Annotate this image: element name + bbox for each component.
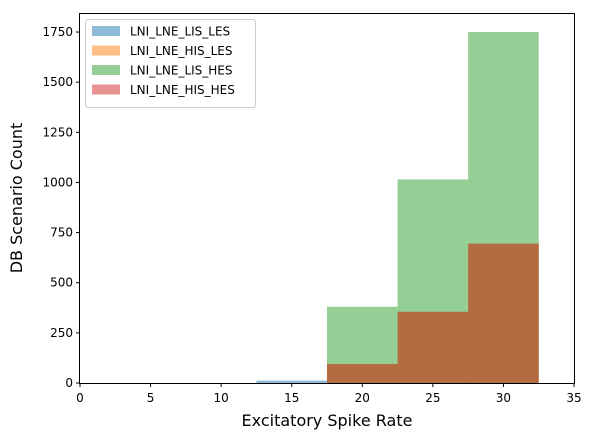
x-tick-label: 20 [355, 391, 370, 405]
x-tick-label: 15 [284, 391, 299, 405]
x-axis-ticks: 0 5 10 15 20 25 30 35 [76, 383, 582, 405]
legend-items: LNI_LNE_LIS_LES LNI_LNE_HIS_LES LNI_LNE_LI… [92, 25, 235, 97]
y-axis-label: DB Scenario Count [7, 123, 26, 274]
y-tick-label: 1250 [42, 125, 73, 139]
y-tick-label: 1500 [42, 75, 73, 89]
bar-LNI_LNE_HIS_HES-bin-2 [397, 311, 469, 383]
bar-LNI_LNE_HIS_HES-bin-1 [327, 363, 398, 383]
legend-swatch-LNI_LNE_HIS_HES [92, 84, 120, 95]
legend-label-LNI_LNE_HIS_LES: LNI_LNE_HIS_LES [130, 44, 233, 58]
x-tick-label: 10 [214, 391, 229, 405]
legend-swatch-LNI_LNE_LIS_LES [92, 26, 120, 36]
y-tick-label: 250 [50, 326, 73, 340]
legend: LNI_LNE_LIS_LES LNI_LNE_HIS_LES LNI_LNE_LI… [85, 19, 256, 108]
y-tick-label: 0 [65, 376, 73, 390]
y-tick-label: 1000 [42, 175, 73, 189]
y-tick-label: 1750 [42, 25, 73, 39]
legend-swatch-LNI_LNE_HIS_LES [92, 45, 120, 56]
legend-swatch-LNI_LNE_LIS_HES [92, 65, 120, 75]
x-tick-label: 5 [147, 391, 155, 405]
x-axis-label: Excitatory Spike Rate [242, 411, 413, 430]
bar-LNI_LNE_HIS_HES-bin-3 [468, 243, 539, 383]
y-tick-label: 500 [50, 276, 73, 290]
plot-frame [79, 13, 575, 384]
y-axis-ticks: 0 250 500 750 1000 1250 1500 1750 [42, 25, 80, 390]
bar-LNI_LNE_LIS_LES-bin-0 [256, 380, 327, 383]
bars-layer [256, 32, 539, 383]
y-tick-label: 750 [50, 226, 73, 240]
x-tick-label: 25 [425, 391, 440, 405]
x-tick-label: 35 [566, 391, 581, 405]
legend-label-LNI_LNE_LIS_LES: LNI_LNE_LIS_LES [130, 25, 230, 39]
legend-label-LNI_LNE_LIS_HES: LNI_LNE_LIS_HES [130, 64, 233, 78]
x-tick-label: 0 [76, 391, 84, 405]
legend-frame [85, 19, 256, 108]
x-tick-label: 30 [496, 391, 511, 405]
legend-label-LNI_LNE_HIS_HES: LNI_LNE_HIS_HES [130, 83, 235, 97]
